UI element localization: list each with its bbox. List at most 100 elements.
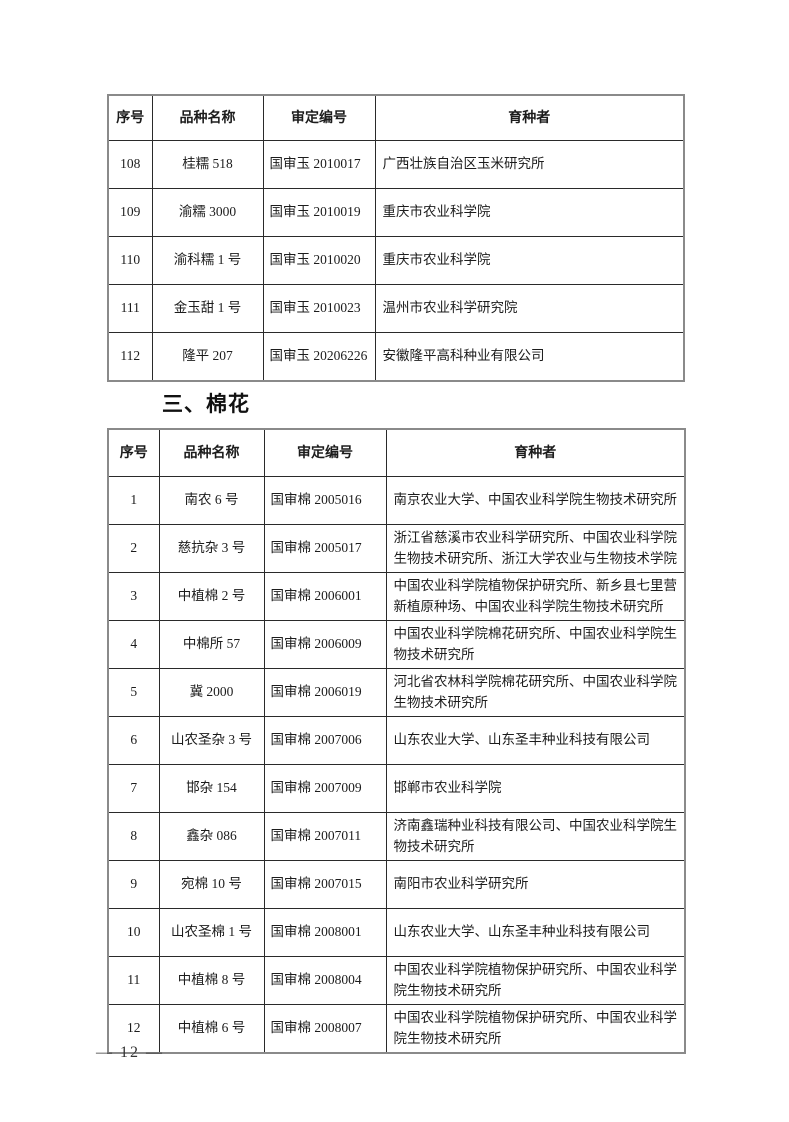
approval-code-cell: 国审玉 2010017 [262, 140, 376, 189]
breeder-cell: 浙江省慈溪市农业科学研究所、中国农业科学院生物技术研究所、浙江大学农业与生物技术… [385, 524, 686, 573]
variety-name-cell: 邯杂 154 [158, 764, 265, 813]
col-header-breeder: 育种者 [385, 428, 686, 477]
table-row: 10 山农圣棉 1 号 国审棉 2008001 山东农业大学、山东圣丰种业科技有… [107, 908, 686, 957]
table-row: 108 桂糯 518 国审玉 2010017 广西壮族自治区玉米研究所 [107, 140, 685, 189]
maize-variety-table: 序号 品种名称 审定编号 育种者 108 桂糯 518 国审玉 2010017 … [107, 94, 685, 382]
variety-name-cell: 慈抗杂 3 号 [158, 524, 265, 573]
section-title-cotton: 三、棉花 [162, 393, 250, 416]
approval-code-cell: 国审棉 2008004 [263, 956, 387, 1005]
table-row: 109 渝糯 3000 国审玉 2010019 重庆市农业科学院 [107, 188, 685, 237]
serial-number-cell: 10 [107, 908, 160, 957]
breeder-cell: 重庆市农业科学院 [374, 188, 685, 237]
breeder-cell: 广西壮族自治区玉米研究所 [374, 140, 685, 189]
approval-code-cell: 国审玉 2010019 [262, 188, 376, 237]
table-row: 3 中植棉 2 号 国审棉 2006001 中国农业科学院植物保护研究所、新乡县… [107, 572, 686, 621]
serial-number-cell: 12 [107, 1004, 160, 1054]
breeder-cell: 温州市农业科学研究院 [374, 284, 685, 333]
serial-number-cell: 8 [107, 812, 160, 861]
table-row: 9 宛棉 10 号 国审棉 2007015 南阳市农业科学研究所 [107, 860, 686, 909]
breeder-cell: 河北省农林科学院棉花研究所、中国农业科学院生物技术研究所 [385, 668, 686, 717]
serial-number-cell: 1 [107, 476, 160, 525]
approval-code-cell: 国审棉 2007015 [263, 860, 387, 909]
variety-name-cell: 鑫杂 086 [158, 812, 265, 861]
table-row: 4 中棉所 57 国审棉 2006009 中国农业科学院棉花研究所、中国农业科学… [107, 620, 686, 669]
approval-code-cell: 国审棉 2006009 [263, 620, 387, 669]
variety-name-cell: 渝糯 3000 [151, 188, 264, 237]
approval-code-cell: 国审棉 2006019 [263, 668, 387, 717]
table-row: 1 南农 6 号 国审棉 2005016 南京农业大学、中国农业科学院生物技术研… [107, 476, 686, 525]
col-header-serial: 序号 [107, 94, 153, 141]
table-row: 6 山农圣杂 3 号 国审棉 2007006 山东农业大学、山东圣丰种业科技有限… [107, 716, 686, 765]
variety-name-cell: 中植棉 6 号 [158, 1004, 265, 1054]
table-header-row: 序号 品种名称 审定编号 育种者 [107, 428, 686, 477]
approval-code-cell: 国审棉 2005017 [263, 524, 387, 573]
breeder-cell: 南京农业大学、中国农业科学院生物技术研究所 [385, 476, 686, 525]
col-header-approval-code: 审定编号 [263, 428, 387, 477]
table-row: 11 中植棉 8 号 国审棉 2008004 中国农业科学院植物保护研究所、中国… [107, 956, 686, 1005]
serial-number-cell: 11 [107, 956, 160, 1005]
serial-number-cell: 5 [107, 668, 160, 717]
col-header-breeder: 育种者 [374, 94, 685, 141]
breeder-cell: 中国农业科学院棉花研究所、中国农业科学院生物技术研究所 [385, 620, 686, 669]
variety-name-cell: 南农 6 号 [158, 476, 265, 525]
table-row: 2 慈抗杂 3 号 国审棉 2005017 浙江省慈溪市农业科学研究所、中国农业… [107, 524, 686, 573]
col-header-variety-name: 品种名称 [158, 428, 265, 477]
approval-code-cell: 国审棉 2006001 [263, 572, 387, 621]
table-row: 7 邯杂 154 国审棉 2007009 邯郸市农业科学院 [107, 764, 686, 813]
serial-number-cell: 3 [107, 572, 160, 621]
breeder-cell: 中国农业科学院植物保护研究所、中国农业科学院生物技术研究所 [385, 1004, 686, 1054]
serial-number-cell: 108 [107, 140, 153, 189]
breeder-cell: 中国农业科学院植物保护研究所、中国农业科学院生物技术研究所 [385, 956, 686, 1005]
serial-number-cell: 110 [107, 236, 153, 285]
variety-name-cell: 宛棉 10 号 [158, 860, 265, 909]
variety-name-cell: 山农圣杂 3 号 [158, 716, 265, 765]
serial-number-cell: 7 [107, 764, 160, 813]
breeder-cell: 安徽隆平高科种业有限公司 [374, 332, 685, 382]
serial-number-cell: 2 [107, 524, 160, 573]
col-header-approval-code: 审定编号 [262, 94, 376, 141]
table-row: 8 鑫杂 086 国审棉 2007011 济南鑫瑞种业科技有限公司、中国农业科学… [107, 812, 686, 861]
table-row: 12 中植棉 6 号 国审棉 2008007 中国农业科学院植物保护研究所、中国… [107, 1004, 686, 1054]
col-header-variety-name: 品种名称 [151, 94, 264, 141]
serial-number-cell: 109 [107, 188, 153, 237]
approval-code-cell: 国审棉 2007006 [263, 716, 387, 765]
table-header-row: 序号 品种名称 审定编号 育种者 [107, 94, 685, 141]
serial-number-cell: 112 [107, 332, 153, 382]
approval-code-cell: 国审玉 20206226 [262, 332, 376, 382]
approval-code-cell: 国审棉 2007011 [263, 812, 387, 861]
approval-code-cell: 国审玉 2010023 [262, 284, 376, 333]
table-row: 110 渝科糯 1 号 国审玉 2010020 重庆市农业科学院 [107, 236, 685, 285]
variety-name-cell: 中植棉 2 号 [158, 572, 265, 621]
breeder-cell: 济南鑫瑞种业科技有限公司、中国农业科学院生物技术研究所 [385, 812, 686, 861]
page-number: — 12 — [96, 1044, 164, 1061]
breeder-cell: 南阳市农业科学研究所 [385, 860, 686, 909]
col-header-serial: 序号 [107, 428, 160, 477]
serial-number-cell: 4 [107, 620, 160, 669]
breeder-cell: 重庆市农业科学院 [374, 236, 685, 285]
variety-name-cell: 桂糯 518 [151, 140, 264, 189]
breeder-cell: 山东农业大学、山东圣丰种业科技有限公司 [385, 716, 686, 765]
breeder-cell: 邯郸市农业科学院 [385, 764, 686, 813]
table-row: 5 冀 2000 国审棉 2006019 河北省农林科学院棉花研究所、中国农业科… [107, 668, 686, 717]
variety-name-cell: 渝科糯 1 号 [151, 236, 264, 285]
approval-code-cell: 国审棉 2005016 [263, 476, 387, 525]
table-row: 112 隆平 207 国审玉 20206226 安徽隆平高科种业有限公司 [107, 332, 685, 382]
variety-name-cell: 中植棉 8 号 [158, 956, 265, 1005]
breeder-cell: 中国农业科学院植物保护研究所、新乡县七里营新植原种场、中国农业科学院生物技术研究… [385, 572, 686, 621]
cotton-variety-table: 序号 品种名称 审定编号 育种者 1 南农 6 号 国审棉 2005016 南京… [107, 428, 686, 1054]
approval-code-cell: 国审棉 2008001 [263, 908, 387, 957]
breeder-cell: 山东农业大学、山东圣丰种业科技有限公司 [385, 908, 686, 957]
variety-name-cell: 山农圣棉 1 号 [158, 908, 265, 957]
variety-name-cell: 冀 2000 [158, 668, 265, 717]
serial-number-cell: 111 [107, 284, 153, 333]
table-row: 111 金玉甜 1 号 国审玉 2010023 温州市农业科学研究院 [107, 284, 685, 333]
approval-code-cell: 国审棉 2007009 [263, 764, 387, 813]
approval-code-cell: 国审棉 2008007 [263, 1004, 387, 1054]
serial-number-cell: 6 [107, 716, 160, 765]
variety-name-cell: 隆平 207 [151, 332, 264, 382]
approval-code-cell: 国审玉 2010020 [262, 236, 376, 285]
serial-number-cell: 9 [107, 860, 160, 909]
variety-name-cell: 中棉所 57 [158, 620, 265, 669]
variety-name-cell: 金玉甜 1 号 [151, 284, 264, 333]
